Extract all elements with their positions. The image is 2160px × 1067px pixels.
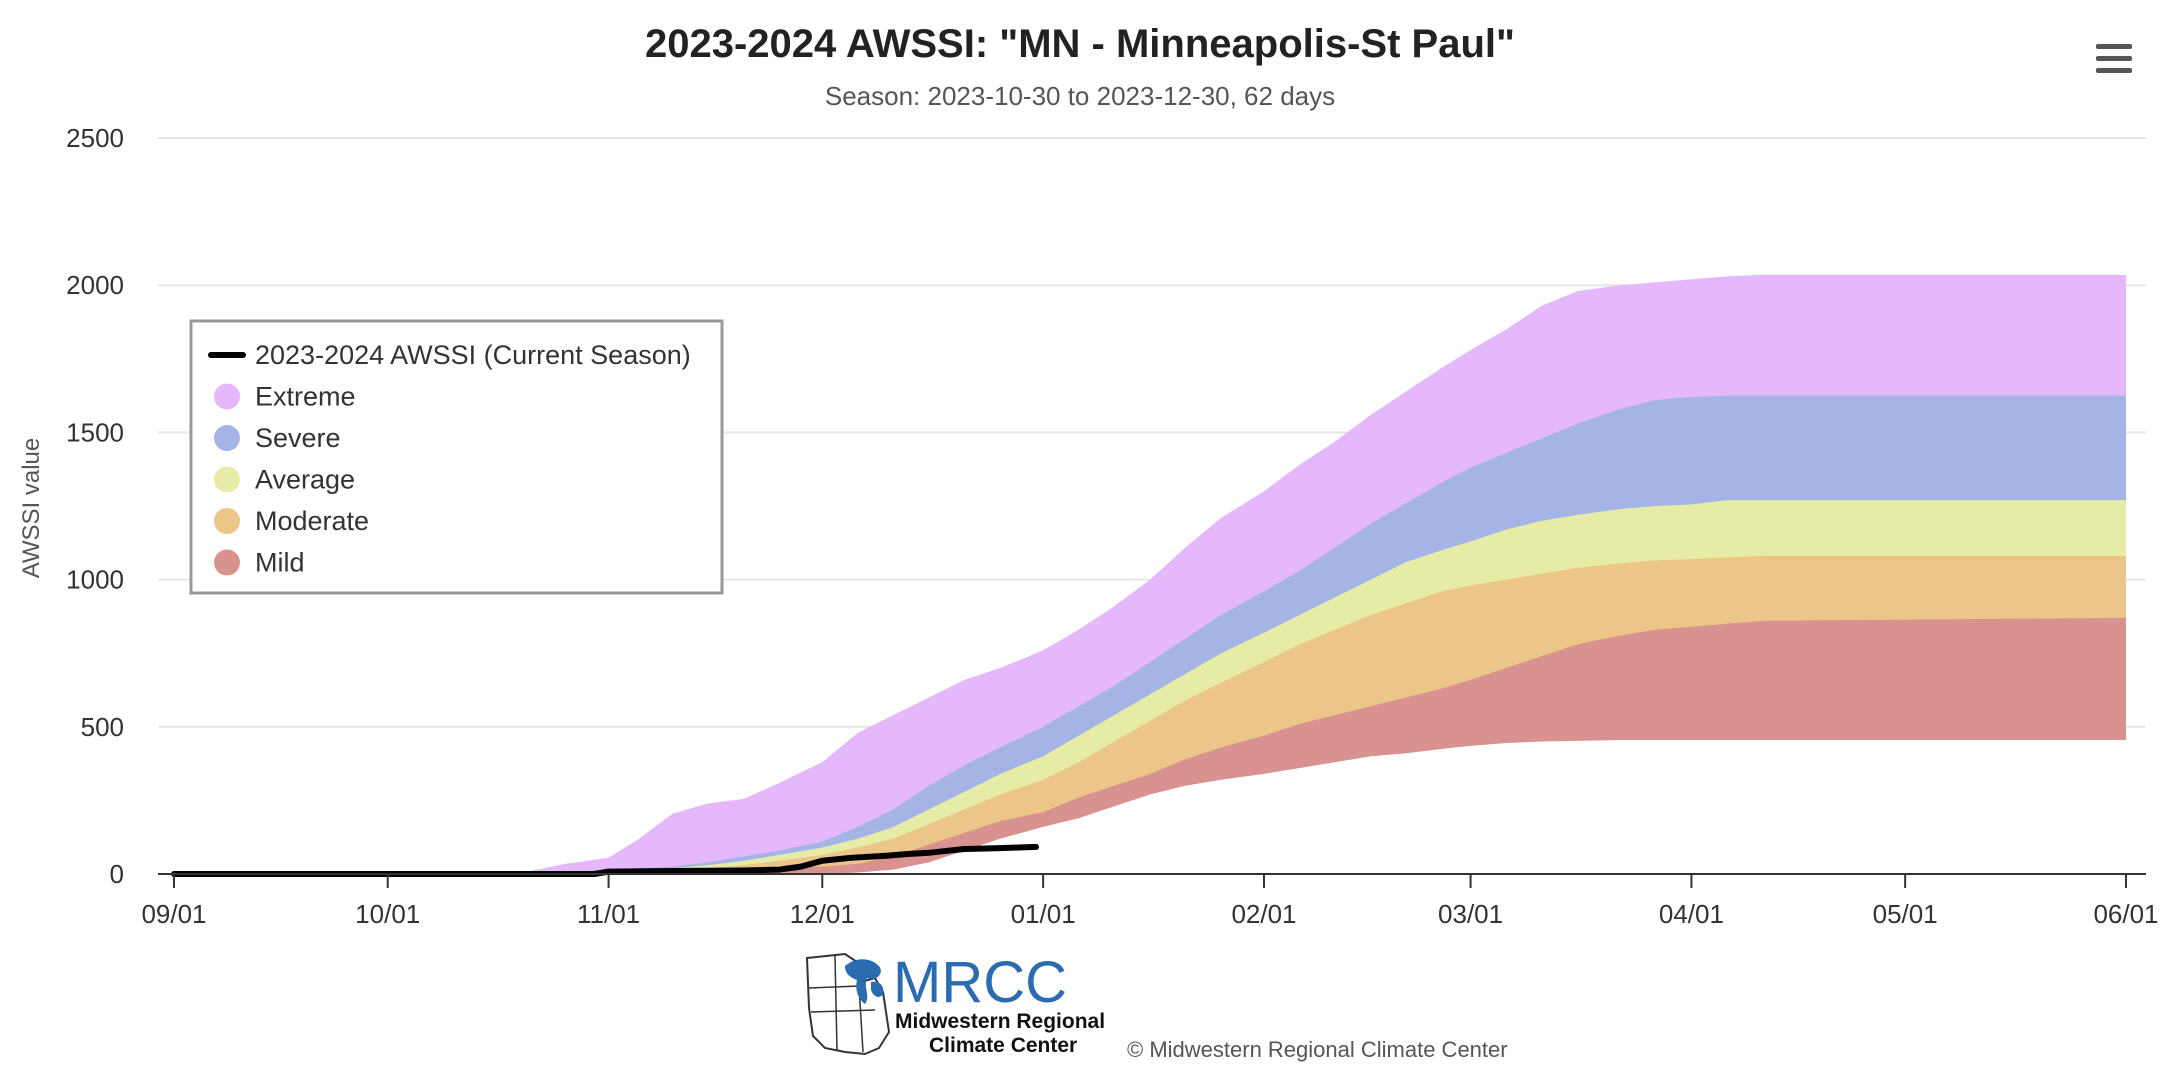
x-tick-label: 06/01 bbox=[2093, 899, 2158, 929]
band-base bbox=[174, 740, 2126, 874]
band-areas bbox=[174, 274, 2126, 874]
x-tick-label: 12/01 bbox=[790, 899, 855, 929]
y-tick-label: 500 bbox=[81, 712, 124, 742]
x-tick-label: 01/01 bbox=[1011, 899, 1076, 929]
legend-item-label[interactable]: Extreme bbox=[255, 382, 356, 412]
logo-line-2: Climate Center bbox=[929, 1034, 1077, 1057]
x-tick-label: 02/01 bbox=[1231, 899, 1296, 929]
menu-button[interactable] bbox=[2096, 44, 2132, 73]
hamburger-menu-icon bbox=[2096, 44, 2132, 73]
x-tick-label: 05/01 bbox=[1873, 899, 1938, 929]
logo-title: MRCC bbox=[893, 950, 1067, 1015]
legend-item-label[interactable]: Mild bbox=[255, 548, 305, 578]
y-tick-label: 1000 bbox=[66, 565, 124, 595]
x-tick-label: 03/01 bbox=[1438, 899, 1503, 929]
legend-item-label[interactable]: Moderate bbox=[255, 506, 369, 536]
legend: 2023-2024 AWSSI (Current Season) Extreme S… bbox=[189, 319, 724, 595]
x-axis: 09/01 10/01 11/01 12/01 01/01 02/01 03/01 04/01… bbox=[141, 873, 2159, 929]
x-tick-label: 11/01 bbox=[577, 899, 640, 929]
x-tick-label: 09/01 bbox=[141, 899, 206, 929]
current-season-layer bbox=[171, 843, 1040, 877]
legend-dot-swatch bbox=[214, 549, 240, 576]
y-axis-label: AWSSI value bbox=[18, 438, 45, 579]
legend-dot-swatch bbox=[214, 383, 240, 410]
y-tick-label: 0 bbox=[110, 859, 124, 889]
logo-line-1: Midwestern Regional bbox=[895, 1010, 1105, 1033]
legend-item-label[interactable]: Average bbox=[255, 465, 355, 495]
x-tick-label: 04/01 bbox=[1659, 899, 1724, 929]
y-tick-label: 2000 bbox=[66, 270, 124, 300]
mrcc-logo: MRCC Midwestern Regional Climate Center bbox=[805, 950, 1105, 1057]
x-tick-label: 10/01 bbox=[355, 899, 420, 929]
y-tick-label: 1500 bbox=[66, 417, 124, 447]
chart-title: 2023-2024 AWSSI: "MN - Minneapolis-St Pa… bbox=[645, 22, 1515, 66]
legend-item-label[interactable]: 2023-2024 AWSSI (Current Season) bbox=[255, 340, 691, 370]
midwest-map-icon bbox=[805, 952, 891, 1056]
legend-item-label[interactable]: Severe bbox=[255, 423, 341, 453]
credit-text: © Midwestern Regional Climate Center bbox=[1127, 1037, 1508, 1062]
legend-dot-swatch bbox=[214, 466, 240, 493]
y-axis: 0 500 1000 1500 2000 2500 bbox=[66, 123, 124, 889]
chart-subtitle: Season: 2023-10-30 to 2023-12-30, 62 day… bbox=[825, 81, 1335, 111]
current-season-line bbox=[171, 843, 1040, 877]
legend-dot-swatch bbox=[214, 425, 240, 451]
y-tick-label: 2500 bbox=[66, 123, 124, 153]
legend-dot-swatch bbox=[214, 508, 240, 534]
